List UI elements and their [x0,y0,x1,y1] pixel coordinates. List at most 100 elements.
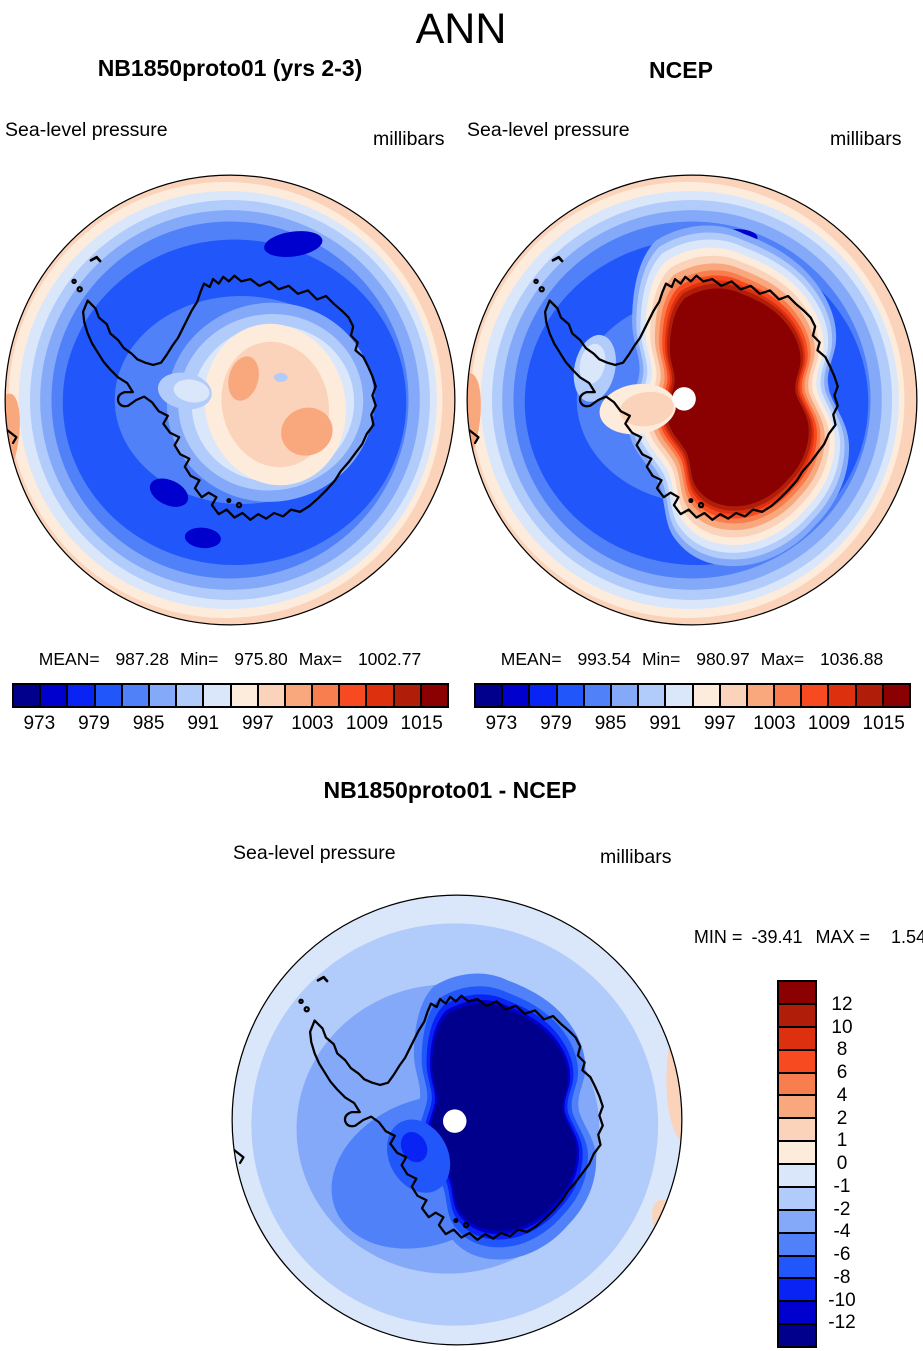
colorbar-tick-label: 973 [23,713,56,734]
colorbar-cell [779,1210,815,1234]
colorbar-tick-label: 1003 [291,713,334,734]
model-colorbar-ticks: 973 979 985 991 997 1003 1009 1015 [12,713,449,735]
colorbar-tick-label: -12 [828,1312,856,1334]
colorbar-cell [394,685,422,706]
colorbar-tick-label: 973 [485,713,518,734]
colorbar-tick-label: 985 [594,713,627,734]
colorbar-cell [340,685,368,706]
colorbar-cell [177,685,205,706]
difference-panel-title: NB1850proto01 - NCEP [323,777,577,803]
colorbar-cell [285,685,314,706]
difference-map [231,894,683,1346]
colorbar-cell [584,685,612,706]
colorbar-tick-label: -6 [833,1244,851,1265]
colorbar-tick-label: 6 [836,1062,848,1083]
difference-field-label: Sea-level pressure [233,842,396,864]
colorbar-tick-label: 1015 [400,713,443,734]
colorbar-cell [779,1302,815,1326]
colorbar-tick-label: 1009 [807,713,851,734]
model-field-label: Sea-level pressure [5,119,168,141]
page-title: ANN [415,5,507,53]
colorbar-tick-label: 1003 [753,713,796,734]
missing-data-pole-dot [442,1109,467,1133]
ncep-panel-title: NCEP [649,57,713,83]
colorbar-tick-label: -2 [833,1198,851,1220]
colorbar-tick-label: 991 [187,713,220,734]
colorbar-cell [775,685,803,706]
colorbar-cell [476,685,504,706]
colorbar-cell [747,685,776,706]
colorbar-tick-label: 1015 [862,713,905,734]
model-colorbar [12,683,449,708]
model-panel-title: NB1850proto01 (yrs 2-3) [97,55,363,81]
colorbar-cell [258,685,286,706]
difference-minmax: MIN = -39.41 MAX = 1.54 [693,927,923,947]
colorbar-cell [557,685,585,706]
colorbar-cell [313,685,341,706]
colorbar-cell [611,685,640,706]
antarctica-coastline [5,255,377,521]
colorbar-tick-label: 979 [78,713,110,734]
colorbar-cell [14,685,42,706]
colorbar-tick-label: -4 [833,1221,851,1243]
colorbar-cell [779,1325,815,1346]
ncep-map [466,174,918,626]
colorbar-cell [231,685,259,706]
colorbar-cell [68,685,96,706]
colorbar-cell [829,685,857,706]
difference-colorbar [777,980,817,1348]
colorbar-tick-label: -8 [833,1266,851,1288]
colorbar-cell [779,1165,815,1188]
colorbar-cell [779,1279,815,1303]
colorbar-cell [149,685,178,706]
colorbar-tick-label: 985 [132,713,165,734]
colorbar-tick-label: 10 [831,1016,853,1038]
colorbar-tick-label: -1 [833,1175,851,1197]
colorbar-cell [95,685,123,706]
colorbar-cell [856,685,884,706]
colorbar-tick-label: 997 [703,713,736,734]
colorbar-cell [779,1142,815,1165]
colorbar-tick-label: 979 [540,713,572,734]
colorbar-tick-label: 997 [241,713,274,734]
colorbar-tick-label: 8 [836,1039,848,1061]
difference-colorbar-ticks: 12 10 8 6 4 2 1 0 -1 -2 -4 -6 -8 -10 -12 [820,980,864,1348]
difference-units-label: millibars [600,846,672,868]
colorbar-cell [802,685,830,706]
colorbar-cell [41,685,69,706]
antarctica-coastline [467,255,839,521]
colorbar-cell [779,982,815,1005]
model-map [4,174,456,626]
colorbar-tick-label: 2 [836,1107,848,1129]
colorbar-cell [421,685,447,706]
model-stats: MEAN= 987.28 Min= 975.80 Max= 1002.77 [38,649,422,669]
colorbar-cell [779,1073,815,1097]
colorbar-tick-label: 4 [836,1084,848,1106]
colorbar-cell [779,1027,815,1051]
colorbar-cell [503,685,531,706]
colorbar-cell [693,685,721,706]
colorbar-tick-label: 12 [831,993,853,1015]
ncep-colorbar [474,683,911,708]
colorbar-cell [639,685,667,706]
colorbar-cell [779,1050,815,1074]
colorbar-cell [883,685,909,706]
colorbar-cell [779,1256,815,1280]
ncep-stats: MEAN= 993.54 Min= 980.97 Max= 1036.88 [500,649,884,669]
colorbar-tick-label: 0 [836,1153,848,1174]
colorbar-cell [779,1096,815,1120]
colorbar-tick-label: 1 [836,1130,848,1152]
missing-data-pole-dot [672,387,696,411]
colorbar-tick-label: -10 [828,1289,856,1311]
colorbar-cell [779,1233,815,1257]
colorbar-tick-label: 991 [649,713,682,734]
model-units-label: millibars [373,128,445,150]
colorbar-cell [666,685,694,706]
colorbar-cell [204,685,232,706]
ncep-colorbar-ticks: 973 979 985 991 997 1003 1009 1015 [474,713,911,735]
ncep-units-label: millibars [830,128,902,150]
ncep-field-label: Sea-level pressure [467,119,630,141]
colorbar-cell [530,685,558,706]
colorbar-cell [367,685,395,706]
